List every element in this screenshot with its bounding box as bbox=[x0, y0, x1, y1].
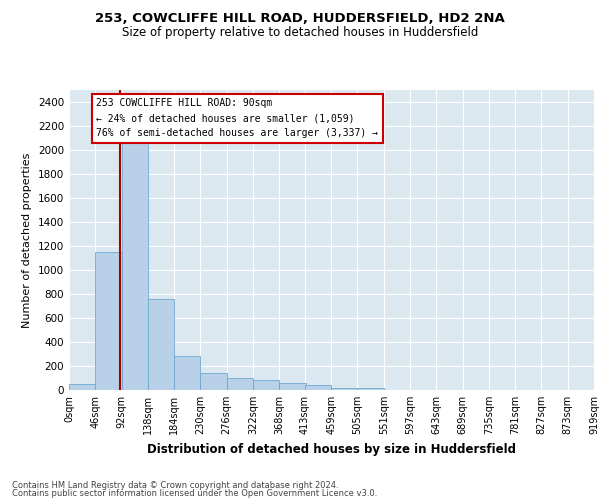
Text: 253, COWCLIFFE HILL ROAD, HUDDERSFIELD, HD2 2NA: 253, COWCLIFFE HILL ROAD, HUDDERSFIELD, … bbox=[95, 12, 505, 26]
Bar bbox=[200, 372, 227, 390]
Text: Contains HM Land Registry data © Crown copyright and database right 2024.: Contains HM Land Registry data © Crown c… bbox=[12, 480, 338, 490]
Bar bbox=[253, 380, 279, 390]
Bar bbox=[148, 299, 174, 390]
Bar bbox=[227, 378, 253, 390]
Bar bbox=[174, 356, 200, 390]
Bar bbox=[69, 384, 95, 390]
Text: Size of property relative to detached houses in Huddersfield: Size of property relative to detached ho… bbox=[122, 26, 478, 39]
Bar bbox=[279, 383, 305, 390]
Text: Contains public sector information licensed under the Open Government Licence v3: Contains public sector information licen… bbox=[12, 489, 377, 498]
Bar bbox=[358, 388, 384, 390]
Bar bbox=[122, 126, 148, 390]
Bar bbox=[331, 388, 358, 390]
X-axis label: Distribution of detached houses by size in Huddersfield: Distribution of detached houses by size … bbox=[147, 442, 516, 456]
Bar bbox=[95, 252, 122, 390]
Text: 253 COWCLIFFE HILL ROAD: 90sqm
← 24% of detached houses are smaller (1,059)
76% : 253 COWCLIFFE HILL ROAD: 90sqm ← 24% of … bbox=[97, 98, 379, 138]
Bar bbox=[305, 385, 331, 390]
Y-axis label: Number of detached properties: Number of detached properties bbox=[22, 152, 32, 328]
